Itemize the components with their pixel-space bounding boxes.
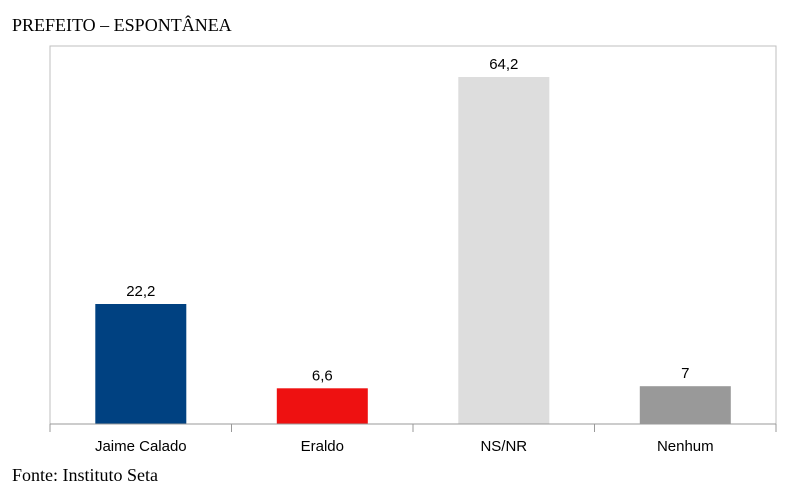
bar-value-label-ns-nr: 64,2 <box>489 56 518 73</box>
tick-labels-layer: Jaime Calado Eraldo NS/NR Nenhum <box>95 438 714 455</box>
x-tick-label-eraldo: Eraldo <box>301 438 344 455</box>
x-tick-label-nenhum: Nenhum <box>657 438 714 455</box>
x-tick-label-jaime-calado: Jaime Calado <box>95 438 187 455</box>
bar-jaime-calado <box>95 304 187 424</box>
bar-eraldo <box>276 388 368 424</box>
value-labels-layer: 22,2 6,6 64,2 7 <box>126 56 689 384</box>
source-note: Fonte: Instituto Seta <box>12 465 158 485</box>
bar-value-label-jaime-calado: 22,2 <box>126 283 155 300</box>
x-tick-label-ns-nr: NS/NR <box>480 438 527 455</box>
ticks-layer <box>49 424 777 432</box>
bar-nenhum <box>639 386 731 424</box>
page-title: PREFEITO – ESPONTÂNEA <box>12 15 232 35</box>
bars-layer <box>95 77 731 424</box>
bar-value-label-eraldo: 6,6 <box>312 367 333 384</box>
bar-ns-nr <box>458 77 550 424</box>
bar-value-label-nenhum: 7 <box>681 365 689 382</box>
